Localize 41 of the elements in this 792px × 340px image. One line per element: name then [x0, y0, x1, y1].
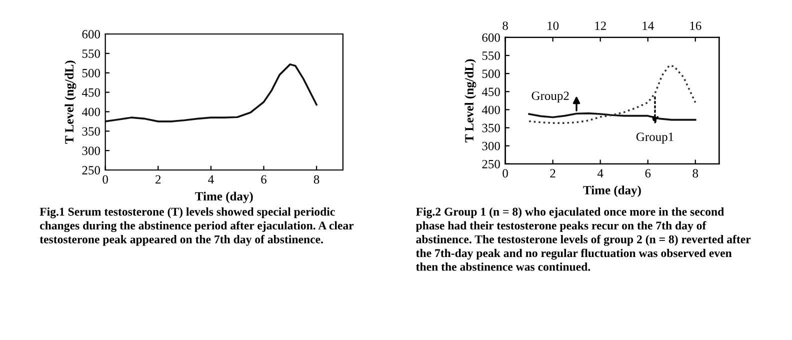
- x-tick-label: 4: [208, 175, 214, 184]
- line-series: [105, 63, 318, 122]
- x2-tick-label: 12: [595, 22, 606, 30]
- x-axis-title: Time (day): [583, 186, 641, 198]
- y-tick-label: 350: [82, 127, 100, 136]
- y-tick-label: 400: [482, 106, 500, 114]
- y-tick-label: 250: [482, 160, 500, 168]
- y-tick-label: 500: [82, 68, 100, 78]
- y-tick-label: 600: [482, 33, 500, 42]
- y-tick-label: 250: [82, 166, 100, 174]
- x2-tick-label: 14: [642, 22, 654, 30]
- x-tick-label: 6: [261, 175, 266, 184]
- annotation: Group2: [532, 92, 569, 103]
- y-tick-label: 450: [82, 88, 100, 97]
- x-tick-label: 0: [502, 169, 508, 178]
- y-axis-title: T Level (ng/dL): [464, 59, 476, 142]
- x-tick-label: 2: [550, 169, 556, 178]
- caption: Fig.1 Serum testosterone (T) levels showed special periodic changes during the abstinence period after ejaculation. A clear testosterone peak appeared on the 7th day of abstinence.: [40, 207, 354, 246]
- caption: Fig.2 Group 1 (n = 8) who ejaculated once more in the second phase had their testosterone peaks recur on the 7th day of abstinence. The testosterone levels of group 2 (n = 8) reverted after the 7th-day peak and no regular fluctuation was observed even then the abstinence was continued.: [416, 207, 751, 271]
- x-tick-label: 8: [692, 169, 698, 178]
- x-axis-title: Time (day): [195, 192, 253, 204]
- y-tick-label: 600: [82, 30, 100, 38]
- y-tick-label: 300: [482, 142, 500, 150]
- x-tick-label: 8: [314, 175, 320, 184]
- x2-tick-label: 10: [548, 22, 559, 30]
- y-tick-label: 400: [82, 108, 100, 116]
- y-tick-label: 550: [482, 51, 500, 60]
- y-axis-title: T Level (ng/dL): [64, 60, 76, 144]
- y-tick-label: 450: [482, 88, 500, 96]
- x-tick-label: 6: [645, 169, 651, 178]
- x-tick-label: 2: [156, 175, 161, 184]
- x2-tick-label: 16: [690, 22, 702, 30]
- annotation: Group1: [636, 132, 674, 144]
- y-tick-label: 300: [82, 146, 100, 156]
- y-tick-label: 350: [482, 124, 500, 132]
- x-tick-label: 0: [102, 175, 108, 184]
- x-tick-label: 4: [597, 169, 604, 178]
- x2-tick-label: 8: [502, 22, 508, 30]
- y-tick-label: 550: [82, 49, 100, 58]
- y-tick-label: 500: [482, 70, 500, 78]
- line-series: [528, 64, 696, 124]
